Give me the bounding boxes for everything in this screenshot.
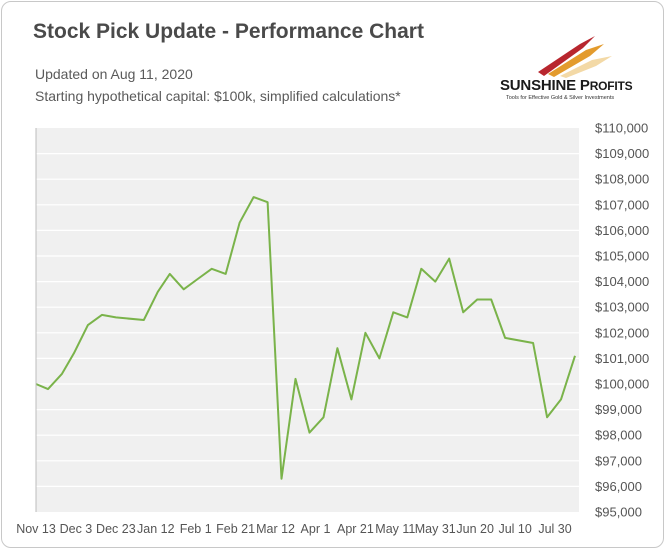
y-tick-label: $107,000 [595,197,649,212]
y-tick-label: $97,000 [595,453,642,468]
capital-note: Starting hypothetical capital: $100k, si… [35,88,401,104]
x-tick-label: May 11 [375,522,415,536]
x-tick-label: Dec 23 [96,522,136,536]
logo-ray-3 [560,56,612,78]
x-tick-label: Nov 13 [16,522,56,536]
x-tick-label: Jul 30 [538,522,571,536]
sunshine-profits-logo: SUNSHINE PROFITS Tools for Effective Gol… [500,36,633,106]
logo-ray-2 [548,44,604,77]
y-axis-ticks: $95,000 $96,000 $97,000 $98,000 $99,000 $100,… [595,121,649,520]
y-tick-label: $98,000 [595,428,642,443]
logo-rays-icon [538,36,612,78]
series-line [35,196,576,480]
y-tick-label: $108,000 [595,172,649,187]
x-tick-label: Apr 21 [337,522,374,536]
x-tick-label: Jan 12 [137,522,175,536]
logo-ray-1 [538,36,595,76]
x-tick-label: Jul 10 [498,522,531,536]
updated-date: Updated on Aug 11, 2020 [35,66,193,82]
plot-area [36,128,579,512]
y-tick-label: $102,000 [595,325,649,340]
logo-wordmark: SUNSHINE PROFITS [500,77,633,94]
x-tick-label: Mar 12 [256,522,295,536]
y-tick-label: $96,000 [595,479,642,494]
x-tick-label: Apr 1 [301,522,331,536]
x-tick-label: Feb 1 [180,522,212,536]
x-axis-ticks: Nov 13 Dec 3 Dec 23 Jan 12 Feb 1 Feb 21 Mar 12… [16,522,572,536]
x-tick-label: Jun 20 [456,522,494,536]
y-tick-label: $104,000 [595,274,649,289]
y-tick-label: $106,000 [595,223,649,238]
logo-name-big: SUNSHINE P [500,77,590,94]
logo-name-small: ROFITS [589,79,633,93]
x-tick-label: Feb 21 [216,522,255,536]
x-tick-label: Dec 3 [60,522,93,536]
y-tick-label: $100,000 [595,377,649,392]
y-tick-label: $105,000 [595,249,649,264]
x-tick-label: May 31 [415,522,456,536]
y-tick-label: $95,000 [595,505,642,520]
y-tick-label: $99,000 [595,402,642,417]
y-tick-label: $110,000 [595,121,648,136]
grid-lines [36,153,579,487]
y-tick-label: $103,000 [595,300,649,315]
logo-tagline: Tools for Effective Gold & Silver Invest… [506,95,615,101]
y-tick-label: $109,000 [595,146,649,161]
chart-title: Stock Pick Update - Performance Chart [33,20,424,43]
y-tick-label: $101,000 [595,351,649,366]
